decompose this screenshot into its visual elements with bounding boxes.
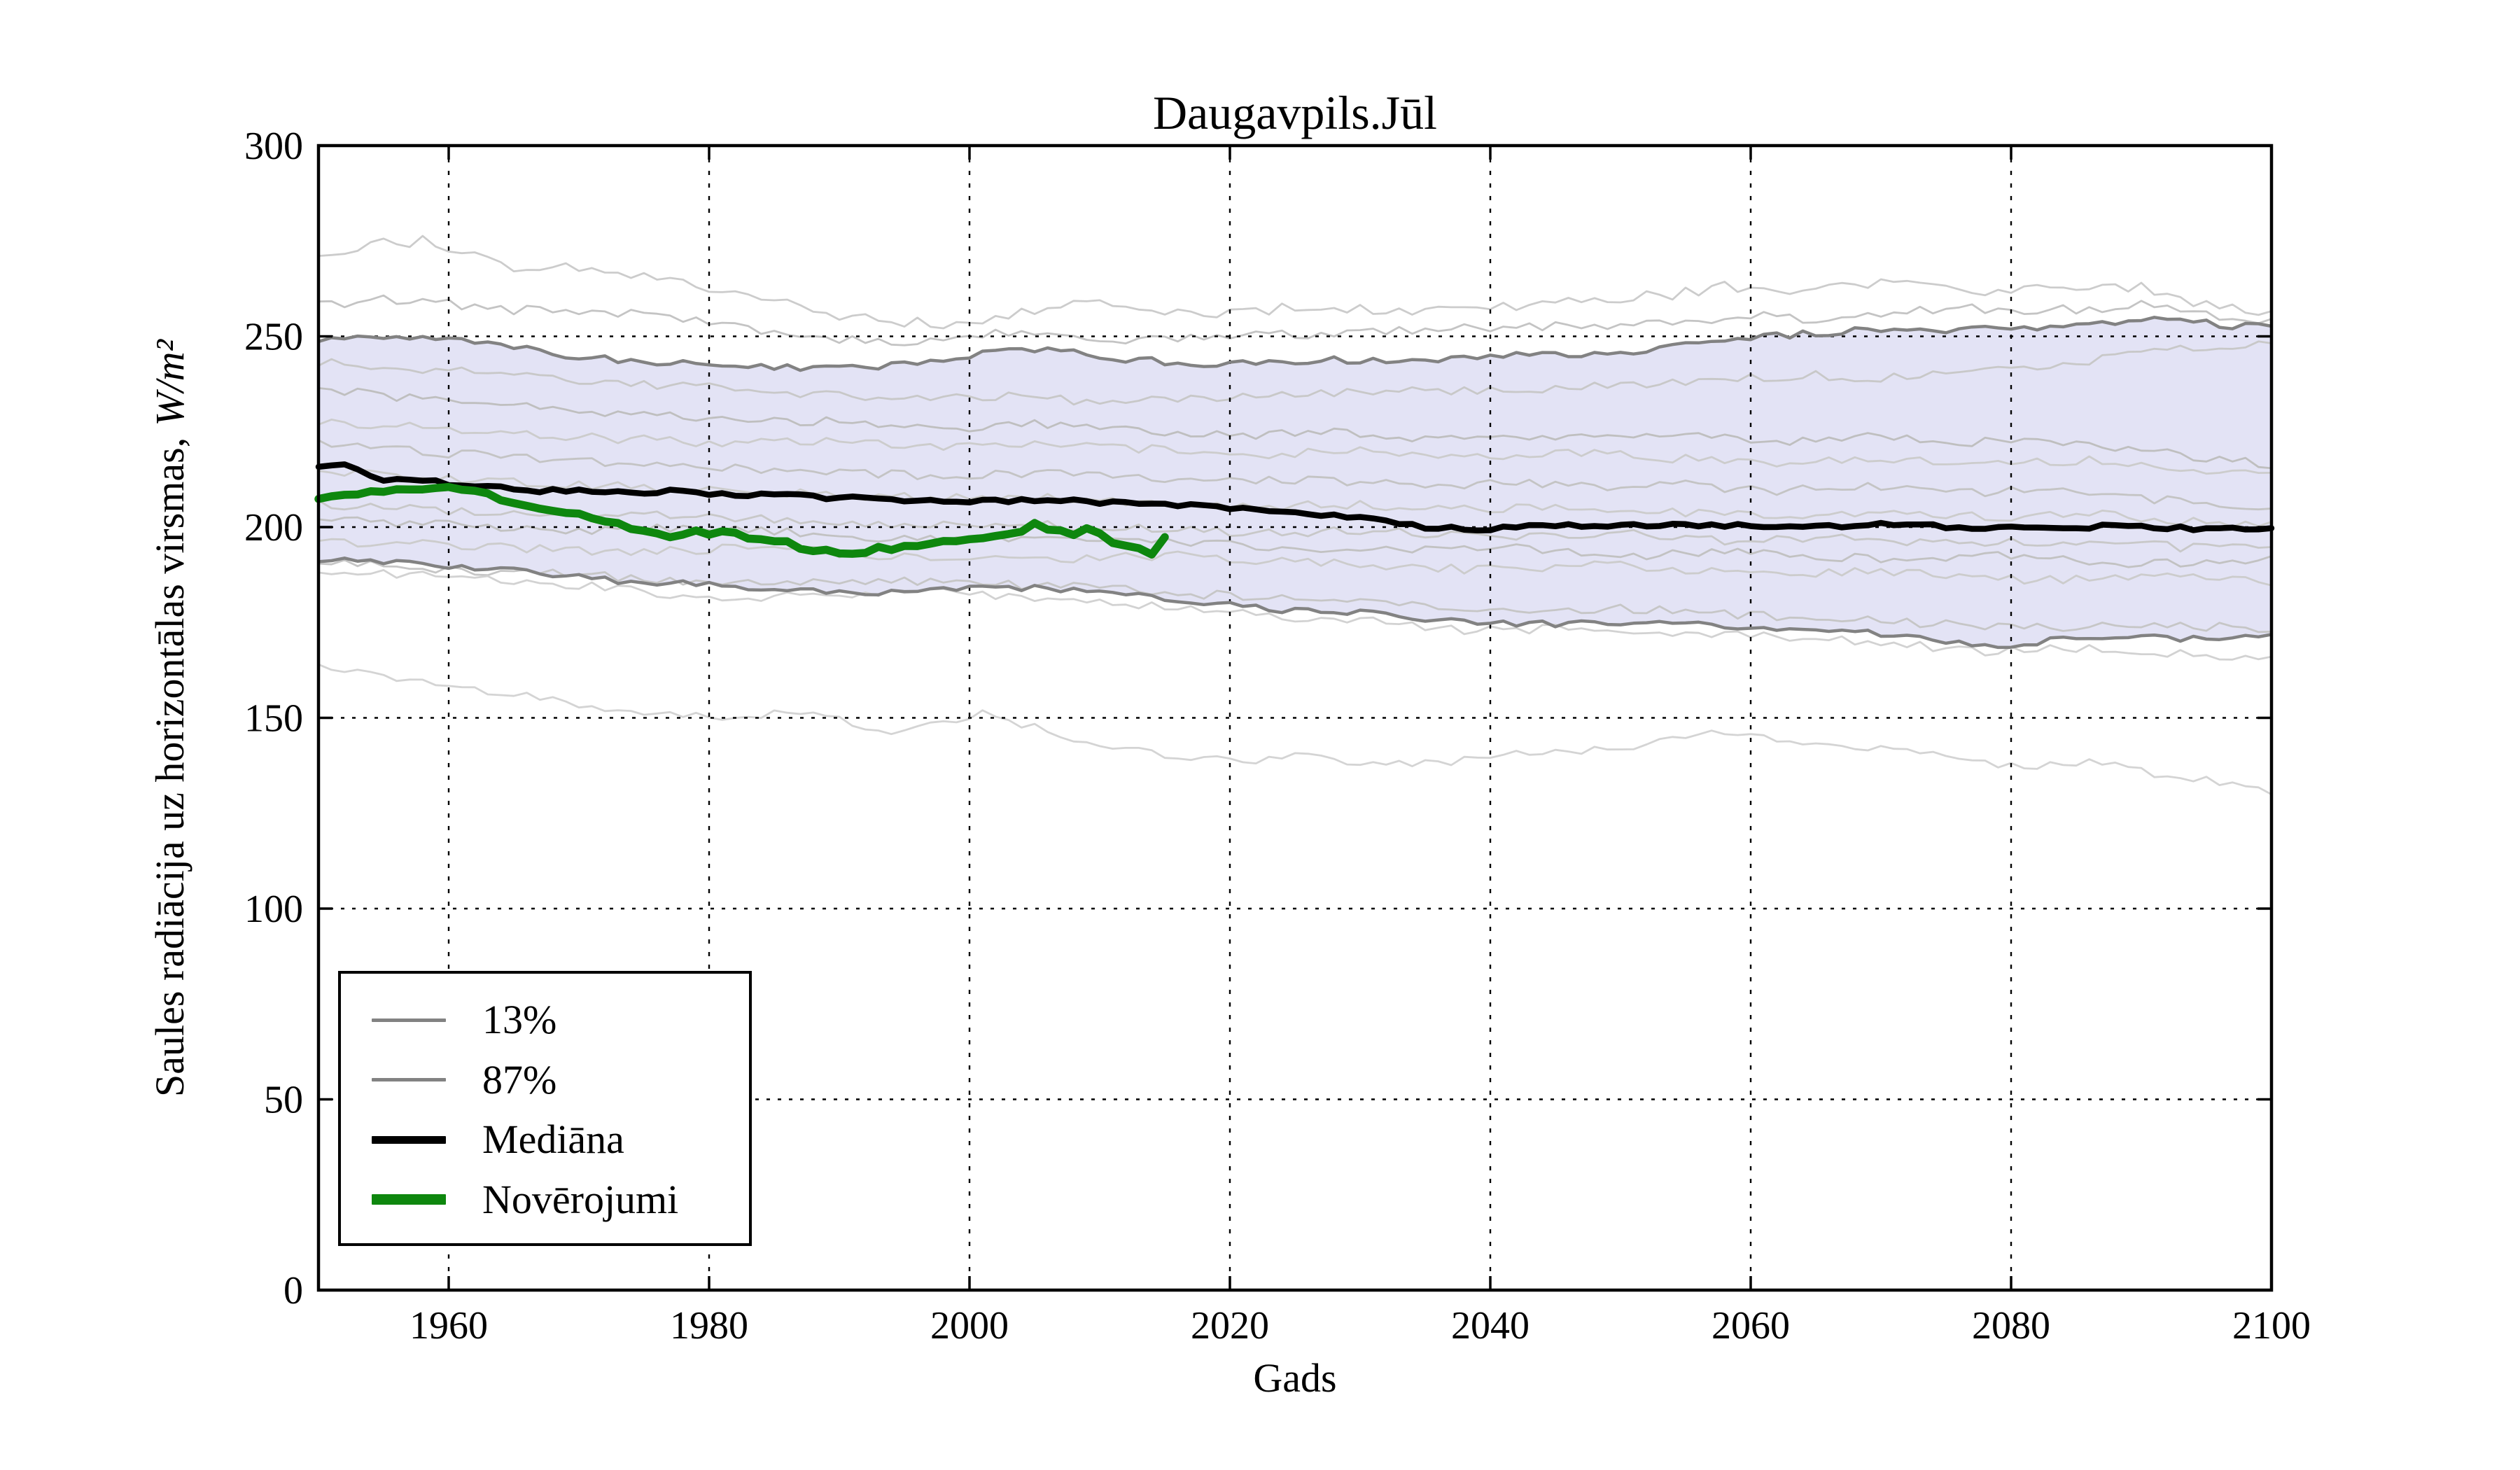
chart-title: Daugavpils.Jūl [1153,86,1437,139]
axes-frame [316,144,2274,1292]
x-tick-label: 1960 [410,1304,488,1348]
legend-entry-87pct: 87% [341,1056,749,1102]
ensemble-lines [318,234,2272,796]
legend-label-mediana: Mediāna [482,1116,624,1163]
series-ensemble-7 [318,468,2272,528]
series-13% [318,556,2272,650]
x-tick-label: 2040 [1451,1304,1530,1348]
series-ensemble-12 [318,569,2272,661]
y-tick-label: 200 [244,506,303,550]
series-87% [318,316,2272,372]
series-ensemble-11 [318,559,2272,634]
y-tick-label: 50 [264,1079,303,1122]
legend-label-13pct: 13% [482,997,557,1043]
uncertainty-band [318,317,2272,648]
y-axis-label: Saules radiācija uz horizontālas virsmas… [147,338,192,1097]
legend-label-noverojumi: Novērojumi [482,1176,679,1222]
x-tick-label: 2000 [930,1304,1009,1348]
data-lines [314,316,2275,650]
x-axis-label: Gads [1253,1355,1336,1401]
series-ensemble-1 [318,234,2272,330]
y-axis-label-text: Saules radiācija uz horizontālas virsmas… [147,438,192,1097]
y-axis-unit: W/m² [147,338,192,426]
legend-entry-noverojumi: Novērojumi [341,1176,749,1222]
x-tick-label: 2020 [1191,1304,1269,1348]
legend-entry-mediana: Mediāna [341,1119,749,1160]
series-Mediāna [315,461,2275,534]
y-tick-label: 250 [244,316,303,359]
y-tick-label: 300 [244,125,303,168]
y-tick-label: 0 [284,1269,303,1312]
series-ensemble-6 [318,439,2272,511]
series-ensemble-4 [318,387,2272,470]
series-ensemble-3 [318,340,2272,406]
y-tick-label: 150 [244,697,303,741]
legend-entry-13pct: 13% [341,1000,749,1040]
x-tick-label: 2060 [1712,1304,1790,1348]
series-ensemble-13 [318,663,2272,796]
tick-labels: 1960 1980 2000 2020 2040 2060 2080 2100 0 50 100 15… [244,125,2311,1348]
x-tick-label: 1980 [670,1304,748,1348]
series-ensemble-5 [318,419,2272,475]
legend-line-87pct-swatch [372,1078,446,1082]
legend-line-noverojumi-swatch [372,1194,446,1205]
legend-line-mediana-swatch [372,1135,446,1144]
legend-line-13pct-swatch [372,1018,446,1022]
x-tick-label: 2100 [2232,1304,2311,1348]
legend-label-87pct: 87% [482,1056,557,1102]
x-tick-label: 2080 [1972,1304,2050,1348]
legend: 13% 87% Mediāna Novērojumi [338,971,752,1246]
series-ensemble-10 [318,538,2272,587]
series-ensemble-8 [318,499,2272,553]
series-Novērojumi [314,482,1169,559]
series-ensemble-2 [318,294,2272,346]
y-tick-label: 100 [244,888,303,931]
